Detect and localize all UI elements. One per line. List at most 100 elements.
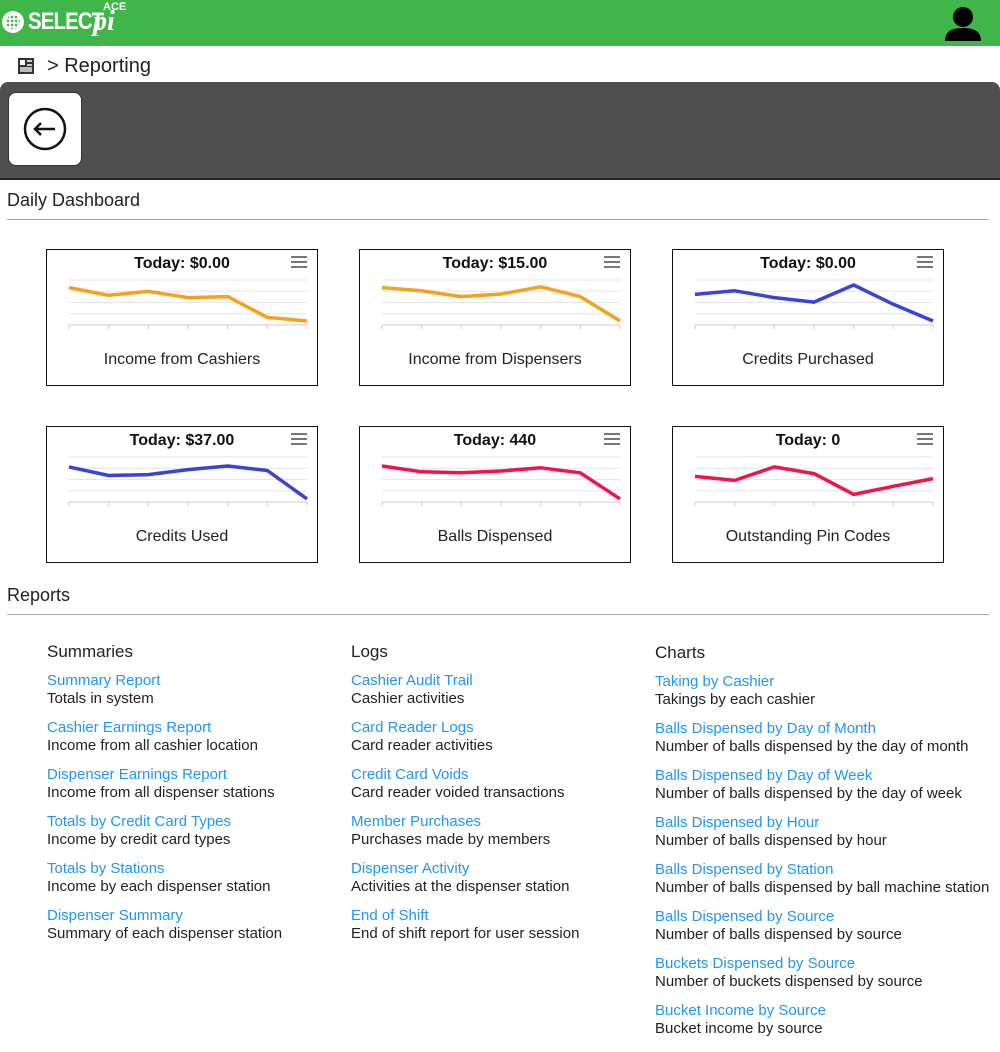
report-item: Totals by Credit Card Types Income by cre… — [47, 813, 282, 849]
dashboard-icon[interactable] — [17, 57, 35, 75]
report-link[interactable]: Cashier Earnings Report — [47, 719, 212, 736]
report-item: Balls Dispensed by Source Number of balls… — [655, 908, 989, 944]
report-description: Takings by each cashier — [655, 691, 816, 708]
report-item: Cashier Earnings Report Income from all c… — [47, 719, 282, 755]
report-link[interactable]: Dispenser Earnings Report — [47, 766, 228, 783]
report-item: Credit Card Voids Card reader voided tran… — [351, 766, 579, 802]
report-item: Cashier Audit Trail Cashier activities — [351, 672, 579, 708]
card-today-value: Today: 0 — [775, 432, 841, 449]
report-link[interactable]: Balls Dispensed by Hour — [655, 814, 820, 831]
card-today-value: Today: 440 — [453, 432, 537, 449]
logo-ace-text: ACE — [103, 1, 127, 13]
menu-icon[interactable] — [917, 256, 933, 268]
report-link[interactable]: Summary Report — [47, 672, 161, 689]
report-link[interactable]: Totals by Stations — [47, 860, 165, 877]
report-description: Purchases made by members — [351, 831, 551, 848]
report-description: End of shift report for user session — [351, 925, 580, 942]
report-link[interactable]: Member Purchases — [351, 813, 482, 830]
menu-icon[interactable] — [604, 433, 620, 445]
card-label: Balls Dispensed — [437, 528, 553, 545]
report-description: Number of buckets dispensed by source — [655, 973, 923, 990]
card-today-value: Today: $37.00 — [129, 432, 235, 449]
report-description: Number of balls dispensed by the day of … — [655, 738, 969, 755]
report-link[interactable]: Balls Dispensed by Day of Week — [655, 767, 873, 784]
card-label: Income from Dispensers — [408, 351, 582, 368]
report-link[interactable]: Balls Dispensed by Source — [655, 908, 835, 925]
report-link[interactable]: Totals by Credit Card Types — [47, 813, 231, 830]
card-label: Credits Used — [135, 528, 229, 545]
selectpi-logo[interactable]: SELECT — [2, 2, 117, 42]
card-label: Income from Cashiers — [103, 351, 261, 368]
card-credits-used[interactable]: Today: $37.00 Credits Used — [46, 426, 318, 563]
report-link[interactable]: Balls Dispensed by Station — [655, 861, 834, 878]
breadcrumb-text: > Reporting — [47, 54, 151, 77]
card-today-value: Today: $0.00 — [760, 255, 856, 272]
report-link[interactable]: Buckets Dispensed by Source — [655, 955, 856, 972]
sparkline-series — [68, 285, 308, 323]
divider — [7, 614, 989, 615]
report-item: Buckets Dispensed by Source Number of buc… — [655, 955, 989, 991]
toolbar — [0, 82, 1000, 180]
report-item: Balls Dispensed by Hour Number of balls d… — [655, 814, 989, 850]
daily-dashboard-title: Daily Dashboard — [7, 190, 141, 210]
column-heading: Summaries — [47, 642, 133, 661]
golf-ball-icon — [2, 11, 24, 33]
card-credits-purchased[interactable]: Today: $0.00 Credits Purchased — [672, 249, 944, 386]
report-description: Number of balls dispensed by ball machin… — [655, 879, 990, 896]
report-description: Activities at the dispenser station — [351, 878, 570, 895]
menu-icon[interactable] — [291, 433, 307, 445]
user-icon[interactable] — [942, 4, 984, 42]
sparkline-chart — [68, 279, 308, 329]
card-income-dispensers[interactable]: Today: $15.00 Income from Dispensers — [359, 249, 631, 386]
report-description: Income by each dispenser station — [47, 878, 271, 895]
divider — [7, 219, 989, 220]
card-today-value: Today: $0.00 — [134, 255, 230, 272]
report-item: Balls Dispensed by Day of Month Number of… — [655, 720, 989, 756]
card-income-cashiers[interactable]: Today: $0.00 Income from Cashiers — [46, 249, 318, 386]
report-description: Number of balls dispensed by source — [655, 926, 902, 943]
report-description: Card reader activities — [351, 737, 493, 754]
report-item: Summary Report Totals in system — [47, 672, 282, 708]
report-description: Income from all cashier location — [47, 737, 258, 754]
column-heading: Logs — [351, 642, 388, 661]
sparkline-series — [694, 283, 934, 323]
report-item: End of Shift End of shift report for user… — [351, 907, 579, 943]
menu-icon[interactable] — [291, 256, 307, 268]
card-label: Credits Purchased — [742, 351, 874, 368]
breadcrumb: > Reporting — [17, 54, 151, 78]
card-balls-dispensed[interactable]: Today: 440 Balls Dispensed — [359, 426, 631, 563]
report-link[interactable]: Balls Dispensed by Day of Month — [655, 720, 876, 737]
sparkline-series — [694, 465, 934, 497]
report-link[interactable]: Bucket Income by Source — [655, 1002, 826, 1019]
report-link[interactable]: Dispenser Summary — [47, 907, 183, 924]
arrow-left-icon — [23, 107, 67, 151]
report-item: Balls Dispensed by Day of Week Number of … — [655, 767, 989, 803]
report-description: Bucket income by source — [655, 1020, 823, 1037]
reports-column-charts: Charts Taking by Cashier Takings by each … — [655, 643, 989, 1049]
report-link[interactable]: Dispenser Activity — [351, 860, 470, 877]
report-item: Card Reader Logs Card reader activities — [351, 719, 579, 755]
report-item: Dispenser Activity Activities at the disp… — [351, 860, 579, 896]
report-description: Summary of each dispenser station — [47, 925, 283, 942]
report-description: Number of balls dispensed by the day of … — [655, 785, 962, 802]
report-description: Income from all dispenser stations — [47, 784, 275, 801]
sparkline-series — [381, 285, 621, 323]
reports-title: Reports — [7, 585, 71, 605]
report-description: Totals in system — [47, 690, 154, 707]
card-outstanding-pin-codes[interactable]: Today: 0 Outstanding Pin Codes — [672, 426, 944, 563]
report-link[interactable]: End of Shift — [351, 907, 429, 924]
sparkline-chart — [694, 279, 934, 329]
report-item: Dispenser Summary Summary of each dispens… — [47, 907, 282, 943]
report-link[interactable]: Card Reader Logs — [351, 719, 474, 736]
report-item: Totals by Stations Income by each dispens… — [47, 860, 282, 896]
report-link[interactable]: Credit Card Voids — [351, 766, 469, 783]
report-link[interactable]: Taking by Cashier — [655, 673, 775, 690]
report-description: Cashier activities — [351, 690, 465, 707]
sparkline-chart — [381, 279, 621, 329]
back-button[interactable] — [8, 92, 82, 166]
sparkline-chart — [68, 456, 309, 506]
menu-icon[interactable] — [604, 256, 620, 268]
report-link[interactable]: Cashier Audit Trail — [351, 672, 473, 689]
menu-icon[interactable] — [917, 433, 933, 445]
report-item: Dispenser Earnings Report Income from all… — [47, 766, 282, 802]
